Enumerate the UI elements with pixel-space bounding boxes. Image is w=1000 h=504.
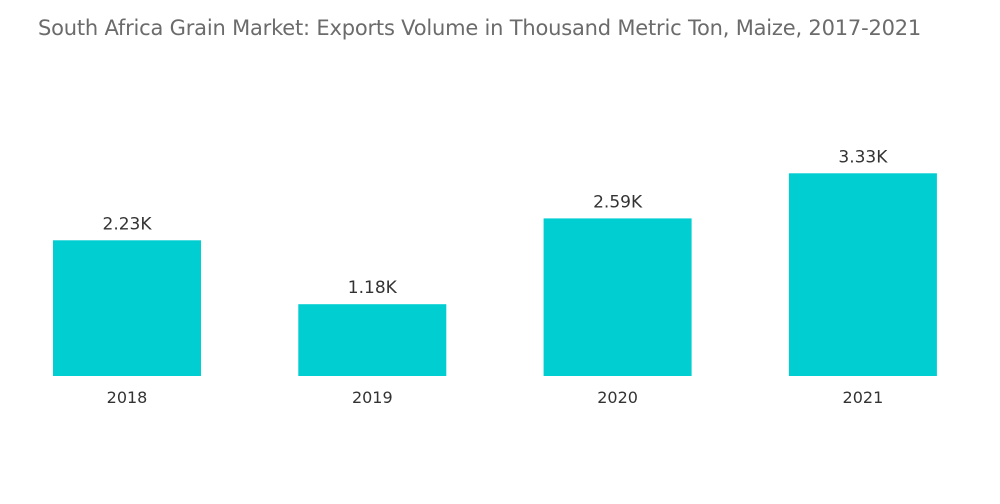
bar-2019 [298,304,447,376]
x-tick-label-2018: 2018 [107,388,148,407]
bar-2021 [788,173,937,376]
x-tick-label-2020: 2020 [597,388,638,407]
data-labels-group: 2.23K 1.18K 2.59K 3.33K [103,147,889,298]
chart-title: South Africa Grain Market: Exports Volum… [38,16,922,40]
data-label-2018: 2.23K [103,214,153,234]
x-axis-tick-labels: 2018 2019 2020 2021 [107,388,884,407]
bars-group [53,173,937,376]
x-tick-label-2021: 2021 [843,388,884,407]
bar-2018 [53,240,201,376]
data-label-2021: 3.33K [838,147,888,167]
data-label-2020: 2.59K [593,192,643,212]
x-tick-label-2019: 2019 [352,388,393,407]
bar-2020 [543,218,692,376]
data-label-2019: 1.18K [348,278,398,298]
